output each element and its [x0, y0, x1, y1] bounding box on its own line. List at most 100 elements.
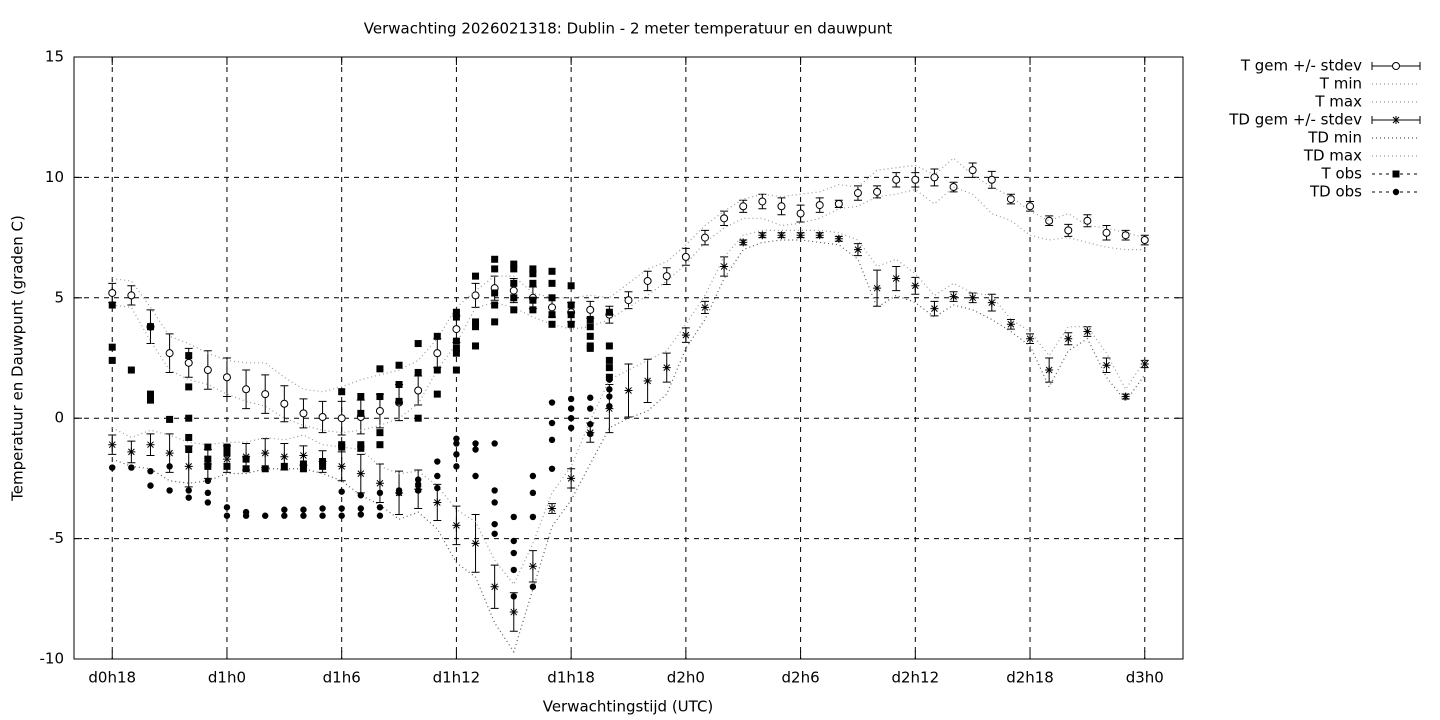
- marker: [337, 414, 346, 423]
- marker: [185, 383, 193, 391]
- marker: [281, 506, 288, 513]
- marker: [319, 505, 326, 512]
- marker: [338, 488, 345, 495]
- marker: [376, 489, 384, 497]
- x-tick-label: d1h18: [547, 669, 595, 687]
- legend-marker: [1392, 116, 1400, 124]
- marker: [510, 265, 518, 273]
- marker: [529, 472, 537, 480]
- marker: [968, 166, 977, 175]
- marker: [548, 279, 556, 287]
- x-tick-label: d3h0: [1126, 669, 1164, 687]
- marker: [127, 366, 135, 374]
- legend-label: TD gem +/- stdev: [1228, 111, 1362, 129]
- marker: [165, 349, 174, 358]
- plot-frame: [73, 56, 1184, 660]
- marker: [567, 424, 575, 432]
- marker: [453, 440, 460, 447]
- marker: [720, 214, 729, 223]
- marker: [472, 472, 479, 480]
- legend-label: T obs: [1321, 165, 1363, 183]
- marker: [108, 356, 116, 364]
- marker: [491, 440, 498, 447]
- marker: [586, 305, 595, 314]
- marker: [472, 318, 480, 326]
- marker: [146, 323, 154, 331]
- x-tick-label: d2h12: [891, 669, 939, 687]
- marker: [319, 512, 326, 519]
- marker: [491, 289, 499, 297]
- marker: [452, 337, 460, 345]
- marker: [1064, 226, 1073, 235]
- marker: [930, 304, 939, 313]
- marker: [338, 512, 345, 519]
- marker: [127, 291, 136, 300]
- marker: [548, 267, 556, 275]
- x-tick-label: d2h0: [667, 669, 705, 687]
- marker: [222, 373, 231, 382]
- legend-label: T gem +/- stdev: [1240, 57, 1362, 75]
- marker: [147, 482, 154, 489]
- marker: [1045, 216, 1054, 225]
- marker: [262, 512, 269, 519]
- marker: [529, 513, 537, 521]
- marker: [1102, 228, 1111, 237]
- marker: [606, 386, 613, 393]
- legend-label: T max: [1314, 93, 1362, 111]
- marker: [567, 320, 575, 328]
- marker: [433, 349, 442, 358]
- marker: [185, 352, 193, 360]
- marker: [529, 265, 537, 273]
- marker: [414, 368, 422, 376]
- marker: [452, 349, 460, 357]
- marker: [165, 449, 174, 458]
- marker: [510, 549, 517, 557]
- legend-label: TD min: [1307, 129, 1362, 147]
- marker: [281, 512, 288, 519]
- marker: [204, 455, 212, 463]
- marker: [242, 512, 250, 519]
- marker: [375, 406, 384, 415]
- legend-label: TD max: [1303, 147, 1362, 165]
- marker: [223, 462, 231, 470]
- range-line: [112, 186, 1145, 434]
- marker: [357, 492, 365, 499]
- marker: [185, 433, 193, 441]
- marker: [949, 183, 958, 192]
- marker: [529, 306, 537, 314]
- marker: [280, 462, 288, 470]
- marker: [376, 429, 384, 437]
- marker: [1083, 327, 1092, 336]
- marker: [567, 474, 576, 483]
- marker: [586, 332, 594, 340]
- legend-marker: [1392, 170, 1400, 178]
- marker: [548, 320, 556, 328]
- marker: [606, 402, 613, 410]
- marker: [108, 301, 116, 309]
- marker: [357, 393, 365, 401]
- marker: [300, 512, 307, 519]
- marker: [586, 315, 594, 323]
- range-line: [112, 157, 1145, 393]
- marker: [472, 272, 480, 280]
- marker: [777, 202, 786, 211]
- marker: [185, 487, 192, 494]
- marker: [299, 465, 307, 473]
- marker: [1045, 366, 1054, 375]
- marker: [987, 298, 996, 307]
- marker: [414, 386, 423, 395]
- marker: [222, 455, 231, 464]
- marker: [471, 539, 480, 548]
- y-tick-label: -5: [49, 529, 64, 547]
- marker: [472, 342, 480, 350]
- x-tick-label: d2h6: [782, 669, 820, 687]
- marker: [548, 311, 556, 319]
- marker: [242, 385, 251, 394]
- marker: [911, 175, 920, 184]
- marker: [299, 460, 307, 468]
- marker: [491, 487, 498, 494]
- marker: [796, 209, 805, 218]
- marker: [434, 472, 441, 480]
- marker: [739, 238, 748, 247]
- marker: [911, 281, 920, 290]
